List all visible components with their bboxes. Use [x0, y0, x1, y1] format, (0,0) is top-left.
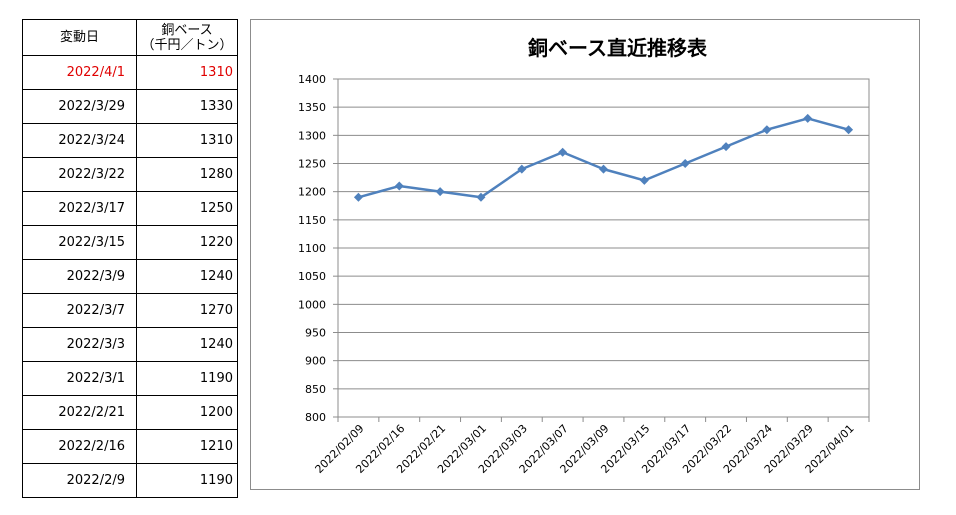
table-header-row: 変動日 銅ベース （千円／トン） [22, 19, 238, 56]
table-row: 2022/4/1 1310 [22, 55, 238, 90]
chart-frame: 銅ベース直近推移表 800 850 900 950 1000 1050 1100 1150 120… [250, 19, 920, 490]
data-point [517, 164, 527, 174]
row-date: 2022/3/24 [22, 123, 137, 158]
row-price: 1240 [136, 259, 238, 294]
table-row: 2022/3/7 1270 [22, 293, 238, 328]
header-date: 変動日 [22, 19, 137, 56]
row-date: 2022/2/9 [22, 463, 137, 498]
row-price: 1310 [136, 123, 238, 158]
row-date: 2022/2/21 [22, 395, 137, 430]
y-tick-label: 900 [305, 355, 326, 368]
row-price: 1310 [136, 55, 238, 90]
data-point [353, 192, 363, 202]
data-point [844, 125, 854, 135]
table-row: 2022/3/3 1240 [22, 327, 238, 362]
row-price: 1250 [136, 191, 238, 226]
y-tick-label: 950 [305, 327, 326, 340]
data-point [394, 181, 404, 191]
row-price: 1210 [136, 429, 238, 464]
y-tick-label: 1200 [298, 186, 326, 199]
row-date: 2022/4/1 [22, 55, 137, 90]
data-point [762, 125, 772, 135]
table-row: 2022/3/15 1220 [22, 225, 238, 260]
row-date: 2022/3/17 [22, 191, 137, 226]
y-tick-label: 1050 [298, 270, 326, 283]
chart-title: 銅ベース直近推移表 [528, 36, 708, 60]
table-row: 2022/2/21 1200 [22, 395, 238, 430]
row-price: 1220 [136, 225, 238, 260]
row-price: 1190 [136, 463, 238, 498]
data-point [680, 159, 690, 168]
row-price: 1200 [136, 395, 238, 430]
data-point [803, 113, 813, 123]
price-table: 変動日 銅ベース （千円／トン） 2022/4/1 1310 2022/3/29 13… [22, 19, 238, 498]
row-date: 2022/3/15 [22, 225, 137, 260]
y-tick-label: 1400 [298, 73, 326, 86]
table-row: 2022/3/17 1250 [22, 191, 238, 226]
row-price: 1280 [136, 157, 238, 192]
row-date: 2022/3/7 [22, 293, 137, 328]
data-point [476, 192, 486, 202]
table-row: 2022/2/9 1190 [22, 463, 238, 498]
header-price: 銅ベース （千円／トン） [136, 19, 238, 56]
y-tick-label: 1350 [298, 101, 326, 114]
data-point [639, 175, 649, 185]
y-tick-label: 800 [305, 411, 326, 424]
table-row: 2022/3/1 1190 [22, 361, 238, 396]
row-price: 1330 [136, 89, 238, 124]
row-date: 2022/3/22 [22, 157, 137, 192]
row-date: 2022/2/16 [22, 429, 137, 464]
y-tick-label: 1250 [298, 158, 326, 171]
y-tick-label: 850 [305, 383, 326, 396]
row-price: 1270 [136, 293, 238, 328]
line-chart: 銅ベース直近推移表 800 850 900 950 1000 1050 1100 1150 120… [298, 36, 870, 476]
row-price: 1190 [136, 361, 238, 396]
y-tick-label: 1000 [298, 298, 326, 311]
data-point [721, 142, 731, 152]
y-tick-label: 1300 [298, 129, 326, 142]
row-date: 2022/3/9 [22, 259, 137, 294]
table-row: 2022/3/22 1280 [22, 157, 238, 192]
header-price-label: 銅ベース [161, 22, 213, 38]
row-date: 2022/3/3 [22, 327, 137, 362]
table-row: 2022/3/29 1330 [22, 89, 238, 124]
table-row: 2022/3/9 1240 [22, 259, 238, 294]
data-point [558, 147, 568, 157]
table-row: 2022/2/16 1210 [22, 429, 238, 464]
data-point [599, 164, 608, 174]
y-tick-label: 1150 [298, 214, 326, 227]
table-row: 2022/3/24 1310 [22, 123, 238, 158]
header-price-unit: （千円／トン） [141, 37, 233, 53]
row-date: 2022/3/29 [22, 89, 137, 124]
row-date: 2022/3/1 [22, 361, 137, 396]
series-line [358, 117, 849, 199]
y-tick-label: 1100 [298, 242, 326, 255]
data-point [435, 187, 445, 197]
row-price: 1240 [136, 327, 238, 362]
